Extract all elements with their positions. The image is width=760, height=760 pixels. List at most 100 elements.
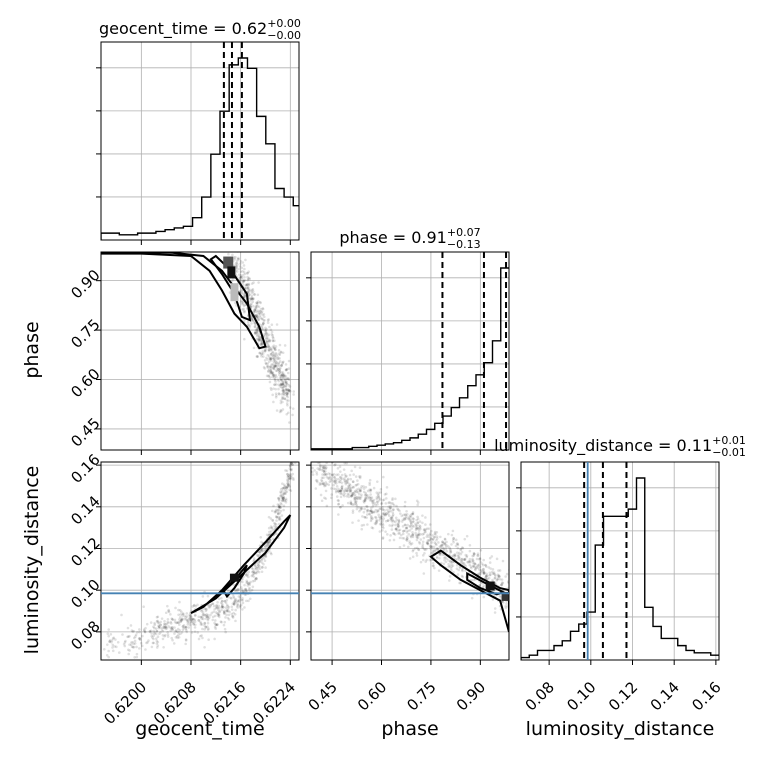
sample-point [175, 621, 179, 625]
sample-point [455, 567, 459, 570]
sample-point [478, 573, 481, 577]
sample-point [320, 476, 324, 480]
sample-point [192, 623, 196, 626]
sample-point [369, 509, 372, 513]
sample-point [398, 532, 401, 535]
sample-point [190, 618, 193, 621]
sample-point [410, 527, 414, 530]
sample-point [415, 518, 418, 522]
sample-point [169, 622, 173, 625]
sample-point [283, 485, 287, 488]
sample-point [204, 617, 208, 620]
sample-point [376, 500, 379, 503]
sample-point [271, 334, 274, 337]
sample-point [444, 545, 448, 549]
sample-point [255, 570, 259, 574]
sample-point [411, 535, 415, 539]
sample-point [259, 316, 262, 319]
sample-point [216, 606, 220, 609]
sample-point [271, 356, 275, 360]
sample-point [260, 549, 264, 553]
sample-point [184, 638, 188, 641]
sample-point [218, 610, 221, 614]
sample-point [290, 457, 293, 460]
sample-point [454, 538, 458, 542]
sample-point [126, 626, 130, 630]
sample-point [275, 409, 279, 412]
sample-point [269, 369, 272, 372]
sample-point [358, 489, 361, 493]
sample-point [196, 631, 200, 634]
sample-point [432, 564, 435, 567]
sample-point [223, 600, 227, 603]
sample-point [368, 496, 372, 500]
sample-point [295, 456, 298, 459]
sample-point [232, 602, 236, 606]
sample-point [337, 490, 341, 494]
sample-point [107, 628, 111, 631]
panel-2-1 [306, 461, 510, 665]
sample-point [513, 601, 516, 604]
sample-point [226, 607, 230, 611]
sample-point [370, 499, 373, 502]
sample-point [278, 371, 281, 374]
sample-point [508, 568, 509, 572]
sample-point [237, 273, 241, 276]
sample-point [283, 498, 287, 502]
sample-point [502, 601, 505, 604]
sample-point [164, 625, 168, 629]
sample-point [445, 549, 449, 553]
sample-point [251, 573, 255, 577]
sample-point [383, 509, 386, 512]
sample-point [240, 275, 243, 279]
sample-point [278, 517, 281, 520]
sample-point [343, 478, 346, 482]
sample-point [409, 520, 413, 524]
sample-point [340, 477, 344, 480]
sample-point [318, 463, 322, 467]
sample-point [311, 470, 313, 473]
sample-point [273, 354, 276, 358]
sample-point [222, 623, 226, 627]
sample-point [324, 489, 328, 493]
sample-point [462, 558, 466, 562]
sample-point [107, 634, 110, 638]
sample-point [287, 389, 291, 392]
sample-point [134, 633, 138, 637]
sample-point [325, 462, 328, 464]
sample-point [415, 546, 419, 550]
sample-point [183, 617, 187, 621]
sample-point [414, 528, 418, 532]
sample-point [264, 337, 268, 340]
sample-point [283, 378, 287, 381]
sample-point [165, 626, 169, 630]
sample-point [214, 623, 218, 627]
sample-point [387, 505, 390, 509]
sample-point [386, 510, 390, 514]
sample-point [277, 387, 280, 391]
sample-point [348, 489, 351, 493]
sample-point [364, 485, 368, 489]
sample-point [245, 573, 248, 577]
sample-point [284, 498, 288, 502]
sample-point [331, 462, 334, 464]
sample-point [380, 501, 384, 505]
sample-point [145, 641, 148, 645]
sample-point [294, 442, 297, 445]
sample-point [391, 513, 395, 516]
sample-point [249, 289, 253, 293]
sample-point [279, 487, 283, 491]
sample-point [280, 373, 283, 377]
panel-0-0 [96, 41, 300, 245]
sample-point [154, 637, 158, 640]
title-plus-error: +0.00 [267, 17, 301, 30]
sample-point [283, 486, 286, 489]
sample-point [184, 616, 188, 619]
sample-point [482, 595, 486, 599]
sample-point [186, 619, 190, 623]
sample-point [181, 612, 185, 616]
sample-point [382, 512, 385, 515]
sample-point [348, 490, 352, 494]
sample-point [427, 527, 431, 530]
sample-point [419, 525, 422, 528]
